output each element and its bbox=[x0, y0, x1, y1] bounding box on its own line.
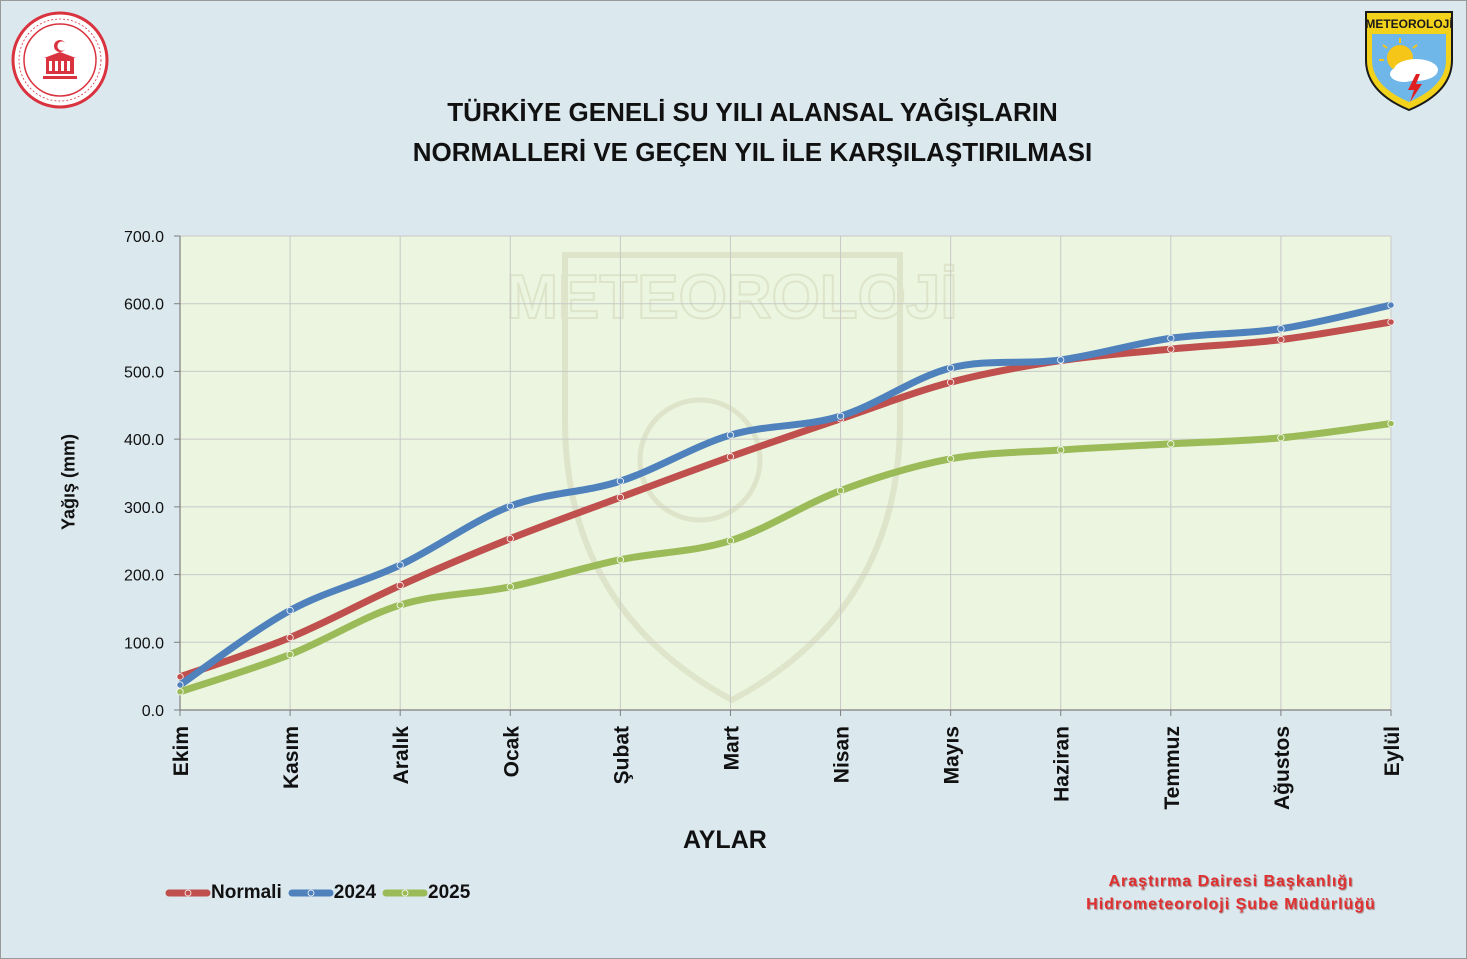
legend-swatch-2025 bbox=[382, 889, 428, 897]
legend-item-2025: 2025 bbox=[382, 882, 470, 904]
data-point-2025 bbox=[947, 455, 955, 463]
y-tick-label: 600.0 bbox=[124, 297, 164, 314]
data-point-2025 bbox=[616, 556, 624, 564]
legend-label-normali: Normali bbox=[211, 882, 282, 903]
legend-swatch-2024 bbox=[288, 889, 334, 897]
data-point-normali bbox=[1167, 345, 1175, 353]
x-axis-label: AYLAR bbox=[683, 826, 767, 854]
legend-item-2024: 2024 bbox=[288, 882, 376, 904]
data-point-2024 bbox=[1277, 325, 1285, 333]
data-point-2025 bbox=[1057, 446, 1065, 454]
y-tick-label: 0.0 bbox=[142, 703, 164, 720]
credits-line2: Hidrometeoroloji Şube Müdürlüğü bbox=[1086, 896, 1376, 913]
plot-area bbox=[180, 236, 1391, 710]
legend-label-2024: 2024 bbox=[333, 882, 377, 903]
data-point-normali bbox=[396, 581, 404, 590]
data-point-2025 bbox=[836, 487, 845, 495]
data-point-2024 bbox=[176, 681, 184, 689]
x-tick-label: Kasım bbox=[280, 726, 303, 789]
data-point-normali bbox=[1387, 318, 1395, 326]
chart-title: TÜRKİYE GENELİ SU YILI ALANSAL YAĞIŞLARI… bbox=[300, 92, 1205, 172]
x-tick-label: Ağustos bbox=[1271, 726, 1294, 810]
x-tick-label: Haziran bbox=[1051, 726, 1074, 802]
y-tick-label: 100.0 bbox=[124, 635, 164, 652]
x-tick-label: Şubat bbox=[610, 726, 633, 784]
y-tick-label: 500.0 bbox=[124, 364, 164, 381]
data-point-2024 bbox=[396, 561, 404, 569]
data-point-normali bbox=[1277, 336, 1285, 344]
data-point-2025 bbox=[1167, 440, 1175, 448]
meteoroloji-logo: METEOROLOJİ bbox=[1360, 8, 1458, 114]
data-point-normali bbox=[616, 493, 624, 501]
data-point-2025 bbox=[1277, 434, 1285, 442]
axes bbox=[174, 235, 1392, 716]
data-point-2024 bbox=[1387, 301, 1395, 309]
meteoroloji-logo-text: METEOROLOJİ bbox=[1365, 16, 1452, 31]
data-point-2025 bbox=[1387, 419, 1395, 428]
data-point-2024 bbox=[726, 431, 735, 439]
data-point-normali bbox=[286, 633, 294, 642]
data-point-2025 bbox=[506, 583, 514, 591]
data-point-2024 bbox=[1057, 356, 1065, 364]
x-tick-label: Eylül bbox=[1381, 726, 1404, 776]
series-line-normali bbox=[176, 318, 1395, 681]
y-tick-label: 400.0 bbox=[124, 432, 164, 449]
y-tick-label: 300.0 bbox=[124, 500, 164, 517]
data-point-2024 bbox=[286, 606, 294, 615]
chart-title-line2: NORMALLERİ VE GEÇEN YIL İLE KARŞILAŞTIRI… bbox=[412, 137, 1093, 167]
ministry-seal-logo bbox=[10, 10, 110, 110]
x-tick-label: Ekim bbox=[170, 726, 193, 776]
data-point-2024 bbox=[947, 364, 955, 372]
data-point-normali bbox=[506, 535, 514, 543]
watermark-text: METEOROLOJİ bbox=[506, 263, 957, 332]
series-lines bbox=[176, 301, 1395, 696]
y-tick-label: 200.0 bbox=[124, 568, 164, 585]
x-tick-label: Mayıs bbox=[941, 726, 964, 784]
series-line-2025 bbox=[176, 420, 1395, 696]
data-point-normali bbox=[726, 453, 735, 461]
credits: Araştırma Dairesi Başkanlığı Hidrometeor… bbox=[1040, 870, 1422, 916]
data-point-normali bbox=[176, 673, 184, 681]
data-point-2025 bbox=[396, 601, 404, 609]
x-tick-label: Temmuz bbox=[1161, 726, 1184, 810]
x-tick-label: Aralık bbox=[390, 726, 413, 785]
data-point-normali bbox=[947, 378, 955, 386]
data-point-2024 bbox=[506, 502, 514, 510]
credits-line1: Araştırma Dairesi Başkanlığı bbox=[1108, 873, 1354, 890]
data-point-2024 bbox=[1167, 334, 1175, 342]
legend-swatch-normali bbox=[165, 889, 211, 897]
legend-label-2025: 2025 bbox=[428, 882, 471, 903]
x-tick-label: Ocak bbox=[500, 726, 523, 778]
y-axis-label: Yağış (mm) bbox=[58, 433, 79, 531]
y-tick-label: 700.0 bbox=[124, 229, 164, 246]
meteoroloji-watermark: METEOROLOJİ bbox=[505, 252, 959, 704]
legend-item-normali: Normali bbox=[165, 882, 282, 904]
x-tick-labels: Ekim Kasım Aralık Ocak Şubat Mart Nisan Mayıs Ha… bbox=[170, 726, 1404, 810]
series-line-2024 bbox=[176, 301, 1395, 689]
chart-title-line1: TÜRKİYE GENELİ SU YILI ALANSAL YAĞIŞLARI… bbox=[447, 97, 1058, 127]
data-point-2025 bbox=[286, 650, 294, 659]
data-point-2024 bbox=[616, 477, 624, 485]
data-point-2025 bbox=[726, 537, 735, 545]
data-point-2025 bbox=[176, 688, 184, 696]
legend: Normali 2024 2025 bbox=[165, 880, 476, 906]
x-tick-label: Nisan bbox=[831, 726, 854, 783]
y-tick-labels: 0.0 100.0 200.0 300.0 400.0 500.0 600.0 700.0 bbox=[124, 229, 164, 720]
data-point-2024 bbox=[836, 412, 845, 420]
x-tick-label: Mart bbox=[720, 726, 743, 770]
